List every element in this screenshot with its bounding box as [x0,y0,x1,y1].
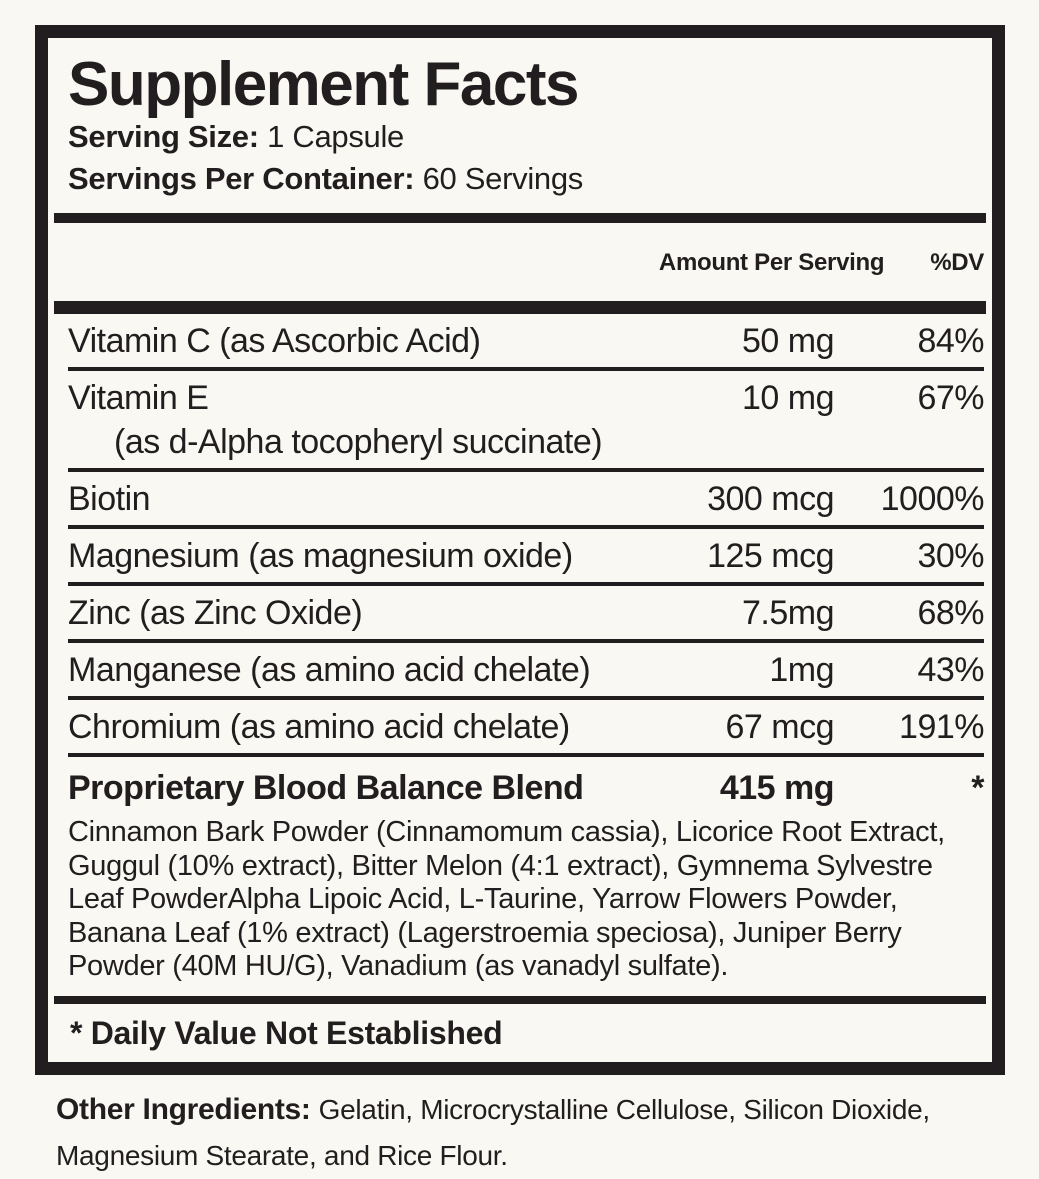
divider-thick-top [54,213,986,223]
other-ingredients: Other Ingredients: Gelatin, Microcrystall… [56,1087,1032,1179]
nutrient-amount: 67 mcg [725,708,835,746]
nutrient-amount: 300 mcg [707,480,834,518]
nutrient-name: Zinc (as Zinc Oxide) [68,594,363,632]
facts-rows: Vitamin C (as Ascorbic Acid) 50 mg 84% V… [68,314,985,757]
nutrient-row: Vitamin C (as Ascorbic Acid) 50 mg 84% [68,314,985,371]
blend-name: Proprietary Blood Balance Blend [68,769,584,807]
serving-size-line: Serving Size: 1 Capsule [68,116,984,158]
nutrient-amount: 50 mg [742,322,835,360]
nutrient-name: Chromium (as amino acid chelate) [68,708,570,746]
nutrient-row: Chromium (as amino acid chelate) 67 mcg … [68,700,985,757]
serving-size-label: Serving Size: [68,119,259,154]
servings-per-container-line: Servings Per Container: 60 Servings [68,158,984,200]
daily-value-footnote: * Daily Value Not Established [70,1014,503,1051]
nutrient-row: Zinc (as Zinc Oxide) 7.5mg 68% [68,586,985,643]
divider-thick-header [54,301,986,314]
nutrient-name: Vitamin C (as Ascorbic Acid) [68,322,481,360]
nutrient-name: Manganese (as amino acid chelate) [68,651,591,689]
nutrient-dv: 43% [917,651,984,689]
proprietary-blend-block: Proprietary Blood Balance Blend 415 mg *… [68,757,985,996]
nutrient-row: Vitamin E (as d-Alpha tocopheryl succinat… [68,371,985,472]
servings-per-container-label: Servings Per Container: [68,161,415,196]
nutrient-row: Biotin 300 mcg 1000% [68,472,985,529]
other-ingredients-value: Gelatin, Microcrystalline Cellulose, Sil… [56,1094,930,1171]
divider-footnote [54,995,986,1004]
nutrient-name: Vitamin E (as d-Alpha tocopheryl succinat… [68,376,674,464]
blend-dv: * [971,769,984,807]
supplement-facts-panel: Supplement Facts Serving Size: 1 Capsule… [35,25,1005,1075]
nutrient-amount: 7.5mg [742,594,835,632]
nutrient-amount: 125 mcg [707,537,834,575]
panel-title: Supplement Facts [68,50,580,119]
nutrient-dv: 84% [917,322,984,360]
nutrient-amount: 10 mg [742,379,835,417]
column-headers: Amount Per Serving %DV [68,223,984,301]
nutrient-row: Magnesium (as magnesium oxide) 125 mcg 3… [68,529,985,586]
nutrient-dv: 67% [917,379,984,417]
column-header-amount: Amount Per Serving [658,249,885,276]
nutrient-row: Manganese (as amino acid chelate) 1mg 43… [68,643,985,700]
blend-amount: 415 mg [719,769,835,807]
column-header-dv: %DV [930,249,984,276]
nutrient-name-line2: (as d-Alpha tocopheryl succinate) [114,423,603,461]
nutrient-name: Magnesium (as magnesium oxide) [68,537,573,575]
other-ingredients-label: Other Ingredients: [56,1093,311,1126]
nutrient-name: Biotin [68,480,151,518]
proprietary-blend-row: Proprietary Blood Balance Blend 415 mg * [68,765,985,811]
nutrient-dv: 1000% [880,480,985,518]
nutrient-dv: 68% [917,594,984,632]
serving-size-value: 1 Capsule [267,119,405,154]
nutrient-amount: 1mg [769,651,834,689]
nutrient-dv: 191% [899,708,984,746]
servings-per-container-value: 60 Servings [422,161,584,196]
nutrient-dv: 30% [917,537,984,575]
blend-description: Cinnamon Bark Powder (Cinnamomum cassia)… [68,816,945,982]
